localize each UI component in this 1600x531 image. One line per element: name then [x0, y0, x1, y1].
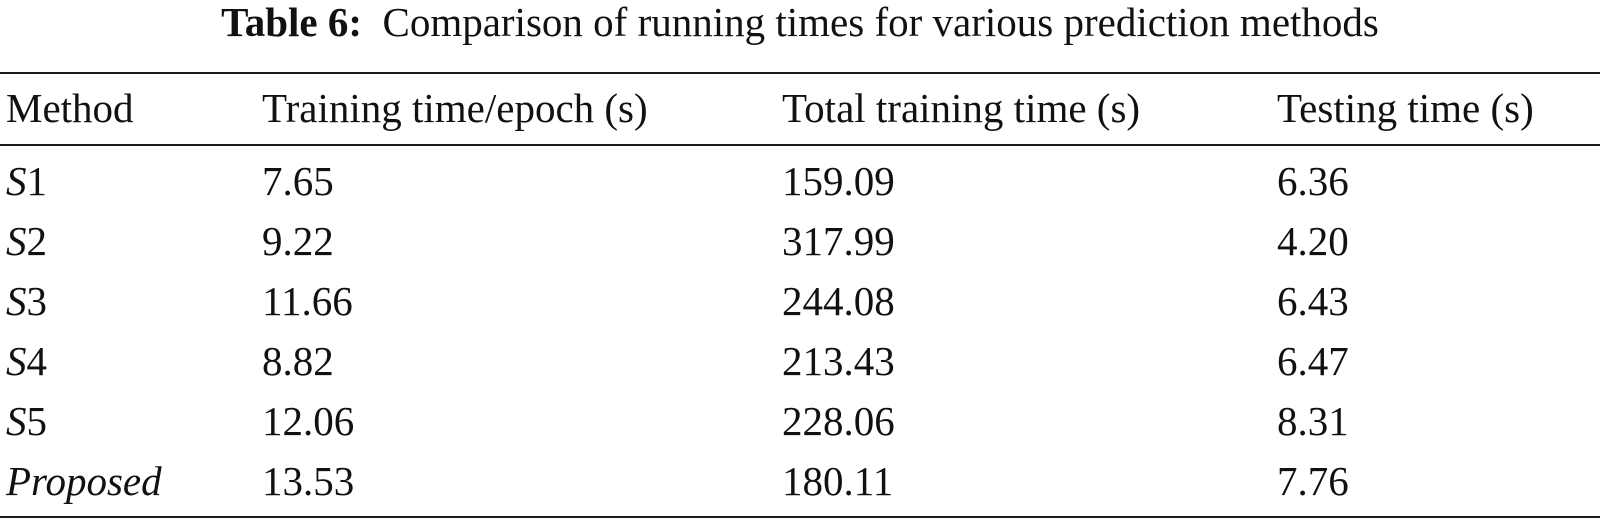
testing-time-cell: 7.76	[1277, 458, 1349, 504]
table-row: S2 9.22 317.99 4.20	[0, 219, 1600, 263]
table-row: Proposed 13.53 180.11 7.76	[0, 459, 1600, 503]
total-training-time-cell: 244.08	[782, 278, 895, 324]
total-training-time-cell: 213.43	[782, 338, 895, 384]
method-index: 2	[26, 218, 48, 264]
method-name: S	[6, 158, 27, 204]
method-name: Proposed	[6, 458, 162, 504]
total-training-time-cell: 317.99	[782, 218, 895, 264]
table-top-rule	[0, 72, 1600, 74]
method-name: S	[6, 278, 27, 324]
column-header-method: Method	[6, 85, 134, 131]
testing-time-cell: 8.31	[1277, 398, 1349, 444]
method-name: S	[6, 218, 27, 264]
method-name: S	[6, 398, 27, 444]
training-time-per-epoch-cell: 7.65	[262, 158, 334, 204]
method-index: 1	[26, 158, 48, 204]
total-training-time-cell: 180.11	[782, 458, 894, 504]
method-cell: S4	[6, 339, 47, 383]
table-row: S4 8.82 213.43 6.47	[0, 339, 1600, 383]
method-cell: S5	[6, 399, 47, 443]
method-cell: S3	[6, 279, 47, 323]
testing-time-cell: 6.43	[1277, 278, 1349, 324]
testing-time-cell: 4.20	[1277, 218, 1349, 264]
testing-time-cell: 6.36	[1277, 158, 1349, 204]
method-index: 5	[26, 398, 48, 444]
training-time-per-epoch-cell: 11.66	[262, 278, 353, 324]
training-time-per-epoch-cell: 13.53	[262, 458, 355, 504]
table-header-rule	[0, 144, 1600, 146]
column-header-total-training-time: Total training time (s)	[782, 85, 1141, 131]
method-index: 3	[26, 278, 48, 324]
method-cell: Proposed	[6, 459, 162, 503]
table-row: S1 7.65 159.09 6.36	[0, 159, 1600, 203]
method-cell: S1	[6, 159, 47, 203]
table-caption-label: Table 6:	[221, 0, 362, 45]
method-name: S	[6, 338, 27, 384]
table-caption-text: Comparison of running times for various …	[382, 0, 1379, 45]
column-header-testing-time: Testing time (s)	[1277, 85, 1534, 131]
testing-time-cell: 6.47	[1277, 338, 1349, 384]
table-row: S5 12.06 228.06 8.31	[0, 399, 1600, 443]
table-row: S3 11.66 244.08 6.43	[0, 279, 1600, 323]
training-time-per-epoch-cell: 9.22	[262, 218, 334, 264]
method-index: 4	[26, 338, 48, 384]
training-time-per-epoch-cell: 12.06	[262, 398, 355, 444]
method-cell: S2	[6, 219, 47, 263]
training-time-per-epoch-cell: 8.82	[262, 338, 334, 384]
column-header-training-time-per-epoch: Training time/epoch (s)	[262, 85, 648, 131]
total-training-time-cell: 159.09	[782, 158, 895, 204]
total-training-time-cell: 228.06	[782, 398, 895, 444]
table-caption: Table 6: Comparison of running times for…	[0, 0, 1600, 45]
table-bottom-rule	[0, 516, 1600, 518]
